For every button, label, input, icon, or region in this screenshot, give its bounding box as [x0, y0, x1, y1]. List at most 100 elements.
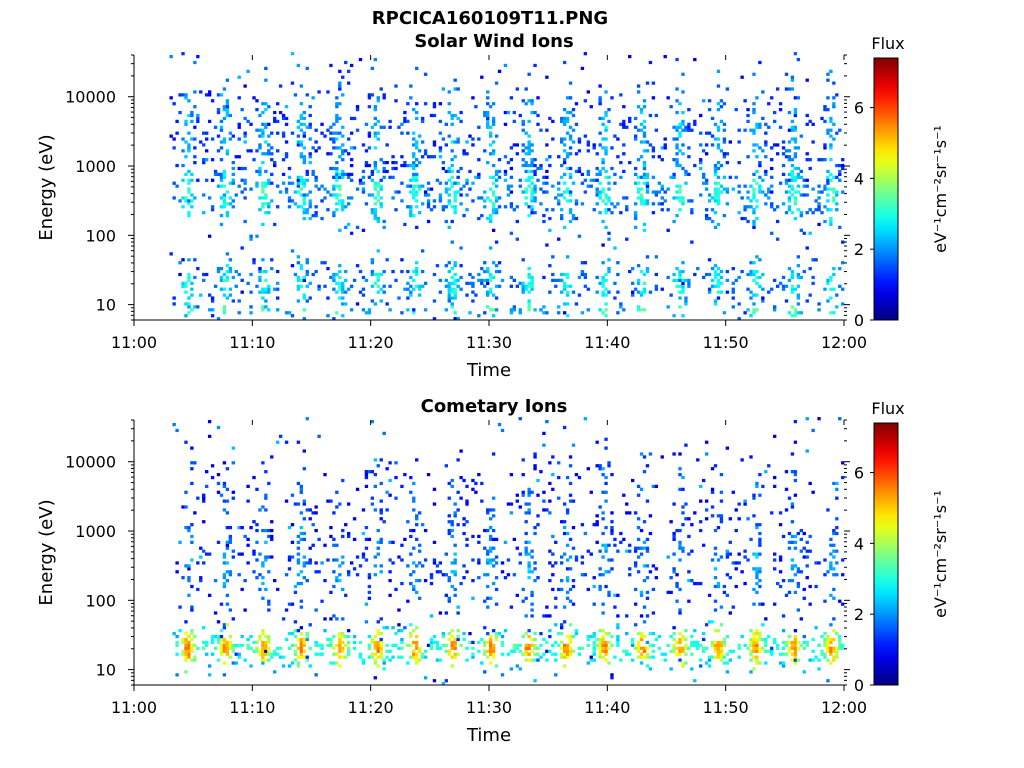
- heatmap-cell: [521, 149, 525, 153]
- heatmap-cell: [379, 299, 383, 303]
- heatmap-cell: [530, 110, 534, 115]
- heatmap-cell: [548, 290, 552, 294]
- heatmap-cell: [527, 302, 531, 306]
- heatmap-cell: [491, 629, 496, 633]
- heatmap-cell: [477, 558, 481, 562]
- heatmap-cell: [823, 655, 827, 659]
- heatmap-cell: [713, 269, 718, 274]
- heatmap-cell: [258, 637, 262, 642]
- heatmap-cell: [471, 596, 475, 600]
- heatmap-cell: [841, 302, 845, 306]
- heatmap-cell: [335, 617, 339, 621]
- heatmap-cell: [586, 184, 590, 188]
- heatmap-cell: [607, 237, 611, 241]
- heatmap-cell: [261, 205, 265, 209]
- heatmap-cell: [347, 202, 351, 206]
- heatmap-cell: [483, 311, 487, 315]
- heatmap-cell: [749, 269, 753, 274]
- heatmap-cell: [773, 308, 777, 312]
- heatmap-cell: [261, 190, 265, 194]
- heatmap-cell: [412, 311, 416, 315]
- heatmap-cell: [246, 281, 250, 285]
- heatmap-cell: [521, 634, 525, 639]
- heatmap-cell: [412, 196, 416, 200]
- heatmap-cell: [530, 196, 534, 200]
- heatmap-cell: [562, 520, 567, 524]
- heatmap-cell: [515, 593, 519, 597]
- heatmap-cell: [317, 284, 321, 288]
- heatmap-cell: [335, 193, 339, 197]
- heatmap-cell: [530, 199, 534, 203]
- x-tick-label: 11:40: [584, 698, 630, 717]
- heatmap-cell: [604, 649, 608, 653]
- heatmap-cell: [480, 75, 484, 79]
- heatmap-cell: [456, 137, 460, 141]
- heatmap-cell: [790, 137, 795, 141]
- heatmap-cell: [267, 570, 271, 574]
- heatmap-cell: [817, 302, 821, 306]
- heatmap-cell: [716, 558, 721, 562]
- heatmap-cell: [258, 652, 262, 656]
- heatmap-cell: [752, 108, 756, 112]
- heatmap-cell: [749, 199, 753, 203]
- heatmap-cell: [332, 646, 336, 650]
- heatmap-cell: [586, 634, 590, 639]
- heatmap-cell: [471, 284, 475, 288]
- heatmap-cell: [341, 534, 345, 539]
- heatmap-cell: [205, 652, 209, 656]
- heatmap-cell: [491, 581, 496, 586]
- heatmap-cell: [530, 549, 534, 553]
- heatmap-cell: [264, 587, 268, 592]
- heatmap-cell: [592, 146, 596, 150]
- heatmap-cell: [308, 155, 312, 159]
- heatmap-cell: [805, 299, 809, 303]
- heatmap-cell: [376, 199, 380, 203]
- heatmap-cell: [749, 296, 753, 300]
- heatmap-cell: [302, 193, 306, 197]
- heatmap-cell: [450, 302, 454, 306]
- heatmap-cell: [332, 175, 336, 179]
- heatmap-cell: [713, 225, 718, 230]
- heatmap-cell: [557, 193, 561, 197]
- heatmap-cell: [329, 193, 333, 197]
- heatmap-cell: [631, 658, 635, 662]
- heatmap-cell: [361, 190, 366, 194]
- heatmap-cell: [335, 96, 339, 100]
- heatmap-cell: [636, 570, 641, 574]
- heatmap-cell: [790, 567, 795, 571]
- heatmap-cell: [486, 508, 490, 512]
- heatmap-cell: [616, 593, 620, 597]
- heatmap-cell: [349, 163, 354, 168]
- heatmap-cell: [752, 302, 756, 306]
- heatmap-cell: [361, 531, 366, 536]
- heatmap-cell: [373, 643, 377, 648]
- heatmap-cell: [225, 105, 230, 109]
- heatmap-cell: [403, 119, 407, 124]
- heatmap-cell: [267, 658, 271, 662]
- heatmap-cell: [805, 246, 809, 250]
- heatmap-cell: [770, 96, 774, 100]
- heatmap-cell: [610, 526, 614, 530]
- heatmap-cell: [633, 564, 638, 568]
- heatmap-cell: [373, 676, 377, 680]
- heatmap-cell: [642, 272, 647, 277]
- heatmap-cell: [793, 655, 798, 659]
- heatmap-cell: [172, 422, 176, 427]
- heatmap-cell: [219, 222, 224, 227]
- heatmap-cell: [391, 655, 395, 659]
- heatmap-cell: [249, 634, 253, 639]
- heatmap-cell: [536, 652, 540, 656]
- heatmap-cell: [438, 193, 443, 197]
- heatmap-cell: [616, 626, 620, 630]
- heatmap-cell: [302, 110, 306, 115]
- heatmap-cell: [838, 284, 842, 288]
- heatmap-cell: [447, 481, 451, 486]
- heatmap-cell: [799, 528, 803, 533]
- heatmap-cell: [796, 166, 801, 171]
- heatmap-cell: [820, 158, 824, 162]
- heatmap-cell: [752, 634, 756, 639]
- heatmap-cell: [728, 540, 732, 544]
- heatmap-cell: [773, 305, 777, 309]
- heatmap-cell: [287, 567, 292, 571]
- heatmap-cell: [607, 646, 611, 650]
